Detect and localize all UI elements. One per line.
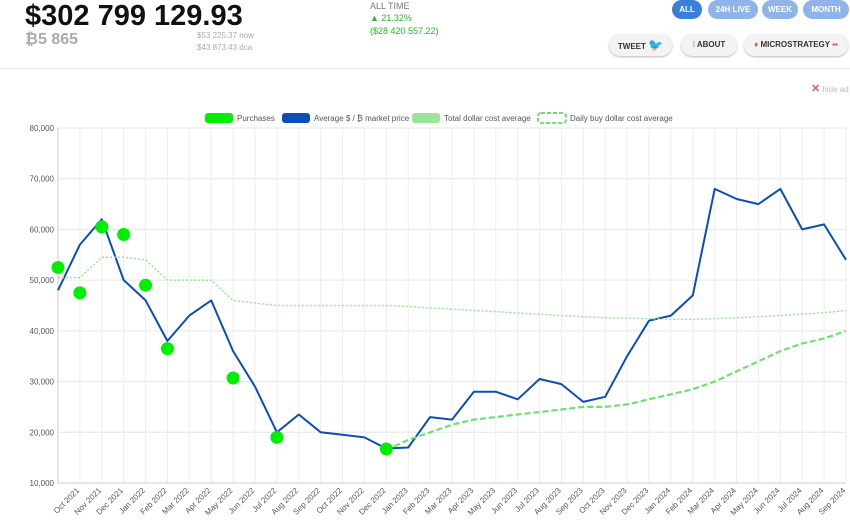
y-tick-label: 30,000 <box>30 378 55 387</box>
price-now: $53 225.37 now <box>197 31 254 40</box>
info-icon: ⅰ <box>692 40 695 49</box>
link-text: TWEET <box>617 42 646 51</box>
balance: $302 799 129.93 <box>25 0 243 32</box>
ms-icon2: ▪▪ <box>832 40 838 49</box>
series-line <box>57 187 847 450</box>
series-line <box>385 329 847 451</box>
purchase-point <box>117 228 131 241</box>
legend-label: Purchases <box>237 114 275 123</box>
y-tick-label: 60,000 <box>30 225 55 234</box>
hide-ad[interactable]: ✕ hide ad <box>811 82 849 95</box>
y-tick-label: 70,000 <box>30 175 55 184</box>
legend-label: Daily buy dollar cost average <box>570 114 673 123</box>
y-tick-label: 10,000 <box>30 479 55 488</box>
period-button[interactable]: WEEK <box>762 0 798 19</box>
microstrategy-button[interactable]: ♦ MICROSTRATEGY ▪▪ <box>744 34 848 56</box>
change-usd: ($28 420 557.22) <box>370 26 439 36</box>
purchase-point <box>270 430 284 444</box>
legend-item: Average $ / ₿ market price <box>282 113 410 123</box>
close-icon: ✕ <box>811 83 821 95</box>
purchase-point <box>51 260 65 274</box>
y-tick-label: 20,000 <box>30 428 55 437</box>
legend-item: Daily buy dollar cost average <box>537 112 673 124</box>
period-button[interactable]: MONTH <box>803 0 849 19</box>
divider <box>0 68 850 69</box>
twitter-icon: 🐦 <box>648 38 664 52</box>
legend-swatch <box>412 113 440 123</box>
period-label: ALL TIME <box>370 1 410 11</box>
hide-ad-text: hide ad <box>822 85 849 94</box>
legend-swatch <box>282 113 310 123</box>
y-tick-label: 80,000 <box>30 124 55 133</box>
legend-label: Average $ / ₿ market price <box>314 114 410 123</box>
purchase-point <box>226 371 240 385</box>
tweet-button[interactable]: TWEET 🐦 <box>609 34 672 56</box>
btc-amount: ₿5 865 <box>25 31 79 48</box>
legend-item: Total dollar cost average <box>412 113 531 123</box>
purchase-point <box>379 442 393 456</box>
purchase-point <box>139 278 153 292</box>
about-button[interactable]: ⅰ ABOUT <box>681 34 737 56</box>
ms-icon: ♦ <box>754 40 759 49</box>
change-pct: ▲ 21.32% <box>370 13 412 23</box>
y-tick-label: 50,000 <box>30 276 55 285</box>
purchase-point <box>160 342 174 356</box>
link-text: ABOUT <box>696 40 726 49</box>
legend-swatch <box>205 113 233 123</box>
purchase-point <box>73 286 87 300</box>
legend-label: Total dollar cost average <box>444 114 531 123</box>
link-text: MICROSTRATEGY <box>760 40 830 49</box>
purchase-point <box>95 220 109 234</box>
legend-swatch <box>537 112 567 124</box>
price-dca: $43 873.43 dca <box>197 43 253 52</box>
series-line <box>58 256 847 320</box>
y-tick-label: 40,000 <box>30 327 55 336</box>
legend-item: Purchases <box>205 113 275 123</box>
period-button[interactable]: 24H LIVE <box>708 0 758 19</box>
period-button[interactable]: ALL <box>672 0 702 19</box>
